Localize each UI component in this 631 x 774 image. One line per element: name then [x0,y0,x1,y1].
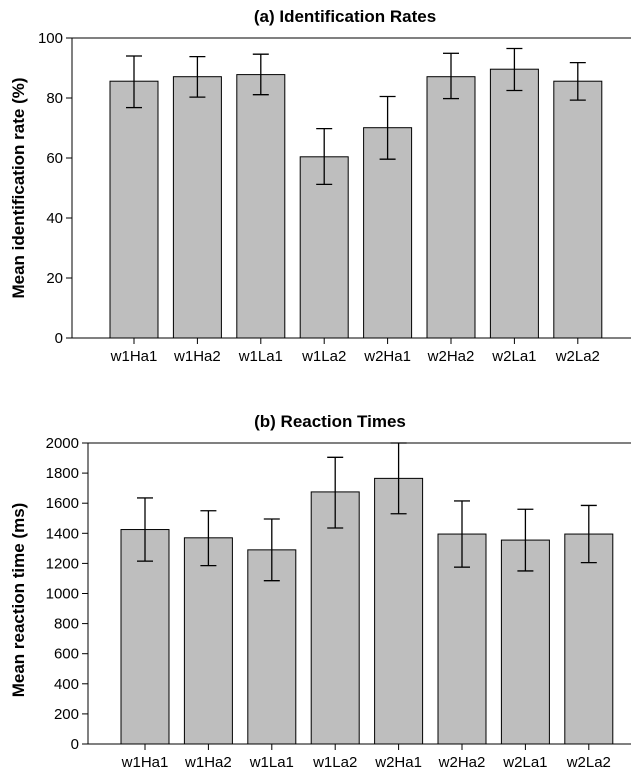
y-tick-label: 100 [38,30,63,47]
error-bar-w1Ha2 [200,510,217,567]
y-tick-label: 1200 [46,555,79,572]
y-tick-label: 1000 [46,586,79,603]
bar-w1La1 [247,549,297,745]
error-bar-w1La1 [252,53,269,96]
error-bar-w1La2 [316,127,333,186]
bar-w2Ha2 [426,76,476,339]
x-tick-label-w1La2: w1La2 [312,754,357,771]
x-tick-label-w1La1: w1La1 [249,754,294,771]
y-tick-label: 0 [55,330,63,347]
chart-b-bars [120,477,614,745]
y-tick-label: 800 [54,616,79,633]
chart-a-bars [109,68,603,339]
bar-w1Ha2 [183,537,233,745]
chart-a-error-bars [126,47,586,186]
x-tick-label-w2La2: w2La2 [555,348,600,365]
chart-b-y-axis-label: Mean reaction time (ms) [9,503,28,698]
y-tick-label: 60 [46,150,63,167]
x-tick-label-w2Ha1: w2Ha1 [374,754,422,771]
y-tick-label: 1400 [46,525,79,542]
bar-w2Ha2 [437,533,487,745]
x-tick-label-w2La1: w2La1 [502,754,547,771]
y-tick-label: 400 [54,676,79,693]
chart-b-y-axis: 0 200 400 600 800 1000 1200 1400 1600 1800 2000 [46,435,88,753]
error-bar-w2La2 [569,61,586,101]
chart-b-x-axis: w1Ha1 w1Ha2 w1La1 w1La2 w2Ha1 w2Ha2 w2La1 w2La2 [121,744,611,771]
chart-b-error-bars [137,442,597,582]
x-tick-label-w2La2: w2La2 [566,754,611,771]
x-tick-label-w2Ha2: w2Ha2 [438,754,486,771]
bar-w2La1 [500,539,550,745]
chart-a-x-axis: w1Ha1 w1Ha2 w1La1 w1La2 w2Ha1 w2Ha2 w2La1 w2La2 [110,338,600,365]
x-tick-label-w1Ha1: w1Ha1 [121,754,169,771]
y-tick-label: 1800 [46,465,79,482]
error-bar-w1Ha1 [137,497,153,562]
bar-w2La2 [564,533,614,745]
error-bar-w2La1 [506,47,523,92]
chart-b-title: (b) Reaction Times [254,412,406,431]
x-tick-label-w1La1: w1La1 [238,348,283,365]
bar-w1La2 [310,491,360,745]
x-tick-label-w1La2: w1La2 [301,348,346,365]
bar-w1Ha2 [172,76,222,339]
y-tick-label: 40 [46,210,63,227]
chart-a-y-axis: 0 20 40 60 80 100 [38,30,72,347]
x-tick-label-w1Ha2: w1Ha2 [173,348,221,365]
error-bar-w1La1 [263,518,280,582]
error-bar-w2La2 [580,504,597,564]
y-tick-label: 2000 [46,435,79,452]
chart-a-title: (a) Identification Rates [254,7,436,26]
x-tick-label-w1Ha1: w1Ha1 [110,348,158,365]
y-tick-label: 20 [46,270,63,287]
x-tick-label-w2Ha2: w2Ha2 [427,348,475,365]
chart-identification-rates: (a) Identification Rates Mean identifica… [9,7,631,365]
x-tick-label-w2Ha1: w2Ha1 [363,348,411,365]
error-bar-w2Ha2 [443,52,459,100]
y-tick-label: 600 [54,646,79,663]
x-tick-label-w2La1: w2La1 [491,348,536,365]
bar-w1Ha1 [120,529,170,745]
error-bar-w1Ha1 [126,55,142,109]
chart-a-y-axis-label: Mean identification rate (%) [9,77,28,298]
y-tick-label: 0 [71,736,79,753]
y-tick-label: 80 [46,90,63,107]
error-bar-w2Ha2 [454,500,470,568]
y-tick-label: 1600 [46,495,79,512]
x-tick-label-w1Ha2: w1Ha2 [184,754,232,771]
error-bar-w2Ha1 [379,95,396,160]
error-bar-w1La2 [327,456,344,529]
error-bar-w2Ha1 [390,442,407,515]
bar-w1La2 [299,156,349,339]
chart-reaction-times: (b) Reaction Times Mean reaction time (m… [9,412,631,771]
error-bar-w1Ha2 [189,55,206,98]
error-bar-w2La1 [517,508,534,572]
y-tick-label: 200 [54,706,79,723]
bar-w2La2 [553,80,603,339]
bar-w1La1 [236,74,286,339]
bar-w2Ha1 [374,477,424,745]
bar-w2La1 [489,68,539,339]
bar-w1Ha1 [109,80,159,339]
